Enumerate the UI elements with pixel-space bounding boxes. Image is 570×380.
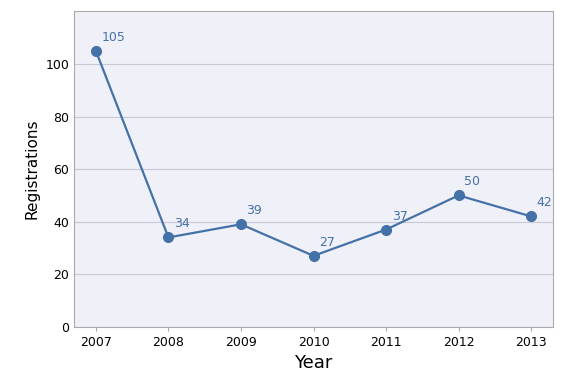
Text: 105: 105: [101, 31, 125, 44]
Text: 34: 34: [174, 217, 190, 231]
Text: 39: 39: [246, 204, 262, 217]
Text: 42: 42: [537, 196, 552, 209]
X-axis label: Year: Year: [294, 355, 333, 372]
Y-axis label: Registrations: Registrations: [25, 119, 40, 219]
Text: 37: 37: [392, 210, 408, 223]
Text: 50: 50: [464, 176, 480, 188]
Text: 27: 27: [319, 236, 335, 249]
